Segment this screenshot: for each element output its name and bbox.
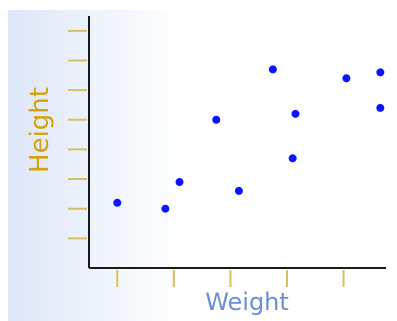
data-point-7 bbox=[288, 154, 297, 163]
data-point-4 bbox=[212, 115, 221, 124]
data-point-6 bbox=[268, 65, 277, 74]
data-point-10 bbox=[376, 68, 385, 77]
data-point-5 bbox=[234, 186, 243, 195]
data-point-3 bbox=[175, 178, 184, 187]
data-point-8 bbox=[291, 109, 300, 118]
data-point-11 bbox=[376, 103, 385, 112]
data-point-1 bbox=[113, 198, 122, 207]
ticks-layer bbox=[68, 29, 345, 287]
y-axis-label: Height bbox=[25, 87, 55, 173]
chart-background bbox=[8, 10, 397, 321]
x-axis-label: Weight bbox=[205, 288, 289, 316]
data-point-9 bbox=[342, 74, 351, 83]
data-point-2 bbox=[161, 204, 170, 213]
points-layer bbox=[113, 65, 385, 213]
